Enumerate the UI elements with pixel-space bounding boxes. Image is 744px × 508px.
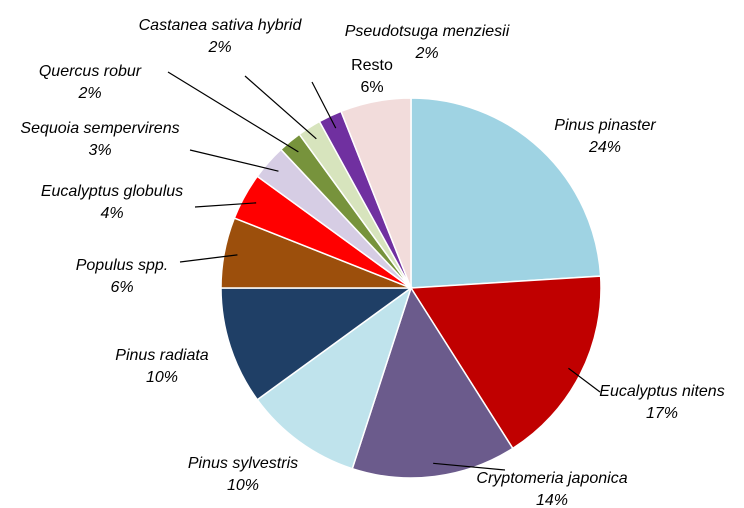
- pie-slice: [351, 286, 514, 479]
- slice-value-label: 2%: [414, 45, 438, 62]
- slice-label: Pinus radiata: [115, 347, 208, 364]
- slice-label: Sequoia sempervirens: [20, 120, 179, 137]
- leader-line: [568, 367, 601, 393]
- leader-line: [194, 202, 257, 208]
- slice-value-label: 3%: [88, 142, 111, 159]
- slice-label: Eucalyptus nitens: [599, 383, 724, 400]
- leader-line: [244, 75, 317, 140]
- leader-line: [433, 462, 506, 471]
- slice-value-label: 6%: [360, 79, 383, 96]
- slice-label: Pinus sylvestris: [188, 455, 298, 472]
- leader-line: [311, 81, 337, 129]
- slice-value-label: 2%: [207, 39, 231, 56]
- slice-value-label: 10%: [227, 477, 259, 494]
- slice-value-label: 4%: [100, 205, 123, 222]
- slice-label: Pinus pinaster: [554, 117, 656, 134]
- slice-label: Eucalyptus globulus: [41, 183, 183, 200]
- slice-label: Cryptomeria japonica: [476, 470, 627, 487]
- leader-line: [179, 254, 238, 263]
- slice-value-label: 14%: [536, 492, 568, 508]
- pie-slice: [409, 275, 602, 450]
- leader-line: [167, 71, 299, 153]
- slice-value-label: 24%: [588, 139, 621, 156]
- slice-label: Populus spp.: [76, 257, 169, 274]
- slice-label: Castanea sativa hybrid: [139, 17, 303, 34]
- slice-value-label: 6%: [110, 279, 133, 296]
- pie-slice: [220, 287, 414, 401]
- pie-slice: [340, 97, 412, 289]
- slice-label: Pseudotsuga menziesii: [345, 23, 510, 40]
- slice-label: Quercus robur: [39, 63, 142, 80]
- pie-slice: [410, 97, 602, 289]
- slice-value-label: 2%: [77, 85, 101, 102]
- slice-value-label: 10%: [146, 369, 178, 386]
- slice-value-label: 17%: [646, 405, 678, 422]
- pie-slice: [256, 286, 413, 470]
- leader-line: [189, 149, 279, 172]
- slice-label: Resto: [351, 57, 393, 74]
